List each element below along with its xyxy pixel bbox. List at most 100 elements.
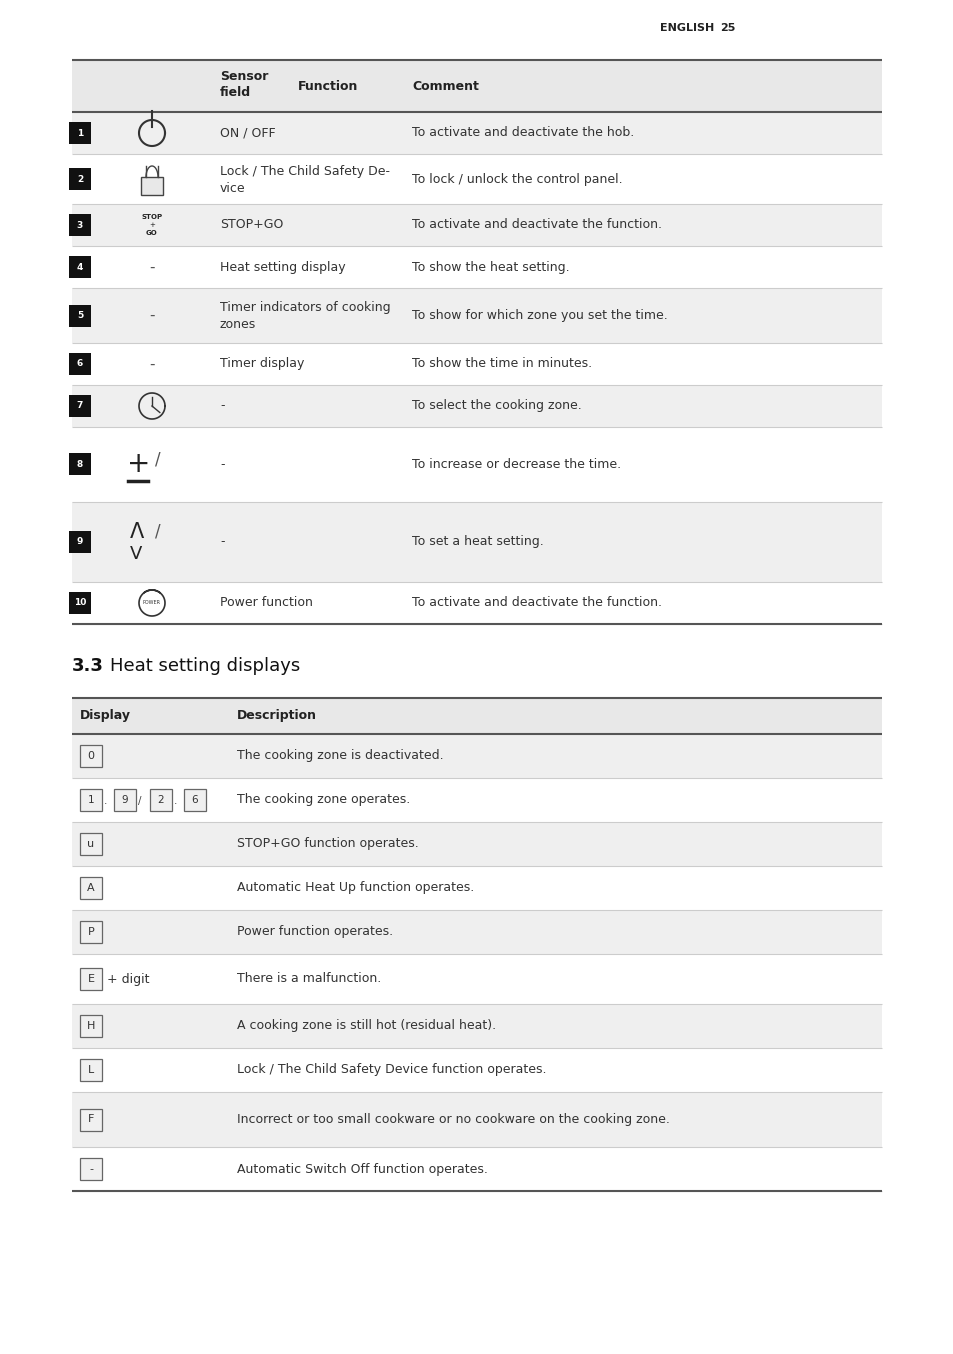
Bar: [69, 353, 91, 375]
Text: V: V: [130, 546, 142, 563]
Text: /: /: [138, 796, 141, 806]
Bar: [71, 779, 882, 822]
Text: -: -: [220, 535, 224, 548]
Bar: [80, 1158, 102, 1179]
Bar: [69, 256, 91, 278]
Text: The cooking zone is deactivated.: The cooking zone is deactivated.: [236, 750, 443, 762]
Bar: [71, 288, 882, 343]
Bar: [150, 789, 172, 811]
Text: Heat setting display: Heat setting display: [220, 260, 345, 274]
Text: 9: 9: [77, 538, 83, 547]
Bar: [71, 1005, 882, 1048]
Bar: [69, 305, 91, 326]
Bar: [69, 122, 91, 144]
Text: -: -: [220, 458, 224, 471]
Text: Heat setting displays: Heat setting displays: [110, 657, 300, 676]
Text: 6: 6: [192, 795, 198, 806]
Text: To set a heat setting.: To set a heat setting.: [412, 535, 543, 548]
Text: -: -: [149, 307, 154, 324]
Text: To increase or decrease the time.: To increase or decrease the time.: [412, 458, 620, 471]
Text: Automatic Heat Up function operates.: Automatic Heat Up function operates.: [236, 881, 474, 895]
Bar: [71, 734, 882, 779]
Bar: [80, 745, 102, 766]
Text: To show the heat setting.: To show the heat setting.: [412, 260, 569, 274]
Text: P: P: [88, 927, 94, 937]
Text: 2: 2: [157, 795, 164, 806]
Text: 1: 1: [77, 129, 83, 138]
Bar: [80, 921, 102, 942]
Text: Display: Display: [80, 709, 131, 723]
Text: Comment: Comment: [412, 80, 478, 92]
Text: To select the cooking zone.: To select the cooking zone.: [412, 399, 581, 413]
Text: .: .: [104, 796, 108, 806]
Text: ENGLISH: ENGLISH: [659, 23, 714, 32]
Text: STOP+GO function operates.: STOP+GO function operates.: [236, 838, 418, 850]
Text: To show for which zone you set the time.: To show for which zone you set the time.: [412, 309, 667, 322]
Text: 25: 25: [720, 23, 735, 32]
Text: There is a malfunction.: There is a malfunction.: [236, 972, 381, 986]
Text: To show the time in minutes.: To show the time in minutes.: [412, 357, 592, 371]
Text: 8: 8: [77, 460, 83, 468]
Text: /: /: [154, 523, 160, 542]
Bar: [71, 582, 882, 624]
Text: .: .: [173, 796, 177, 806]
Text: 7: 7: [77, 402, 83, 410]
Bar: [113, 789, 136, 811]
Bar: [71, 1147, 882, 1192]
Text: STOP: STOP: [141, 214, 162, 219]
Bar: [80, 789, 102, 811]
Text: /: /: [154, 451, 160, 468]
Text: Timer display: Timer display: [220, 357, 304, 371]
Text: -: -: [149, 356, 154, 371]
Bar: [184, 789, 206, 811]
Bar: [71, 385, 882, 427]
Text: 6: 6: [77, 360, 83, 368]
Text: Incorrect or too small cookware or no cookware on the cooking zone.: Incorrect or too small cookware or no co…: [236, 1113, 669, 1127]
Text: + digit: + digit: [107, 972, 150, 986]
Text: POWER: POWER: [143, 601, 161, 605]
Text: L: L: [88, 1066, 94, 1075]
Bar: [69, 531, 91, 552]
Bar: [80, 968, 102, 990]
Text: 5: 5: [77, 311, 83, 320]
Bar: [80, 877, 102, 899]
Bar: [71, 822, 882, 867]
Text: Power function: Power function: [220, 597, 313, 609]
Text: Power function operates.: Power function operates.: [236, 926, 393, 938]
Text: Timer indicators of cooking: Timer indicators of cooking: [220, 301, 390, 314]
Text: 0: 0: [88, 751, 94, 761]
Bar: [71, 154, 882, 204]
Bar: [71, 246, 882, 288]
Text: +: +: [149, 222, 154, 227]
Text: Automatic Switch Off function operates.: Automatic Switch Off function operates.: [236, 1163, 487, 1175]
Text: Λ: Λ: [130, 523, 144, 542]
Bar: [141, 177, 163, 195]
Bar: [69, 592, 91, 613]
Text: vice: vice: [220, 181, 245, 195]
Text: To activate and deactivate the hob.: To activate and deactivate the hob.: [412, 126, 634, 139]
Text: F: F: [88, 1114, 94, 1125]
Bar: [69, 395, 91, 417]
Text: Lock / The Child Safety De-: Lock / The Child Safety De-: [220, 164, 390, 177]
Text: E: E: [88, 974, 94, 984]
Text: 4: 4: [77, 263, 83, 272]
Text: -: -: [149, 260, 154, 275]
Bar: [80, 1016, 102, 1037]
Text: STOP+GO: STOP+GO: [220, 218, 283, 232]
Text: A cooking zone is still hot (residual heat).: A cooking zone is still hot (residual he…: [236, 1020, 496, 1033]
Bar: [71, 502, 882, 582]
Bar: [71, 699, 882, 734]
Bar: [80, 833, 102, 854]
Text: +: +: [127, 451, 151, 478]
Text: Function: Function: [297, 80, 358, 92]
Text: Description: Description: [236, 709, 316, 723]
Bar: [71, 204, 882, 246]
Text: ON / OFF: ON / OFF: [220, 126, 275, 139]
Text: 10: 10: [73, 598, 86, 608]
Text: 3.3: 3.3: [71, 657, 104, 676]
Text: -: -: [220, 399, 224, 413]
Bar: [69, 168, 91, 190]
Bar: [71, 910, 882, 955]
Text: To activate and deactivate the function.: To activate and deactivate the function.: [412, 597, 661, 609]
Text: To activate and deactivate the function.: To activate and deactivate the function.: [412, 218, 661, 232]
